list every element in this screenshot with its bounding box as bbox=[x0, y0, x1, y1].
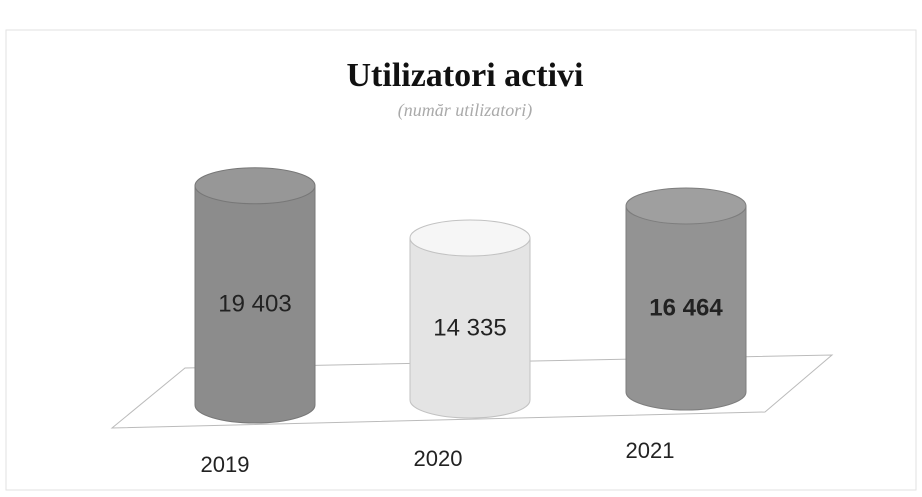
value-label: 19 403 bbox=[218, 291, 291, 318]
cylinder-top bbox=[409, 219, 531, 257]
chart-frame bbox=[5, 29, 917, 491]
cylinder-body bbox=[625, 205, 747, 411]
chart-title: Utilizatori activi bbox=[347, 57, 584, 94]
value-label: 14 335 bbox=[433, 314, 506, 341]
x-tick-label: 2021 bbox=[626, 438, 675, 463]
value-label: 16 464 bbox=[649, 294, 723, 321]
cylinder-top bbox=[625, 187, 747, 225]
cylinder-top bbox=[194, 167, 316, 205]
x-tick-label: 2020 bbox=[414, 446, 463, 471]
floor bbox=[110, 354, 834, 429]
x-tick-label: 2019 bbox=[201, 452, 250, 477]
cylinder-body bbox=[194, 185, 316, 424]
chart-subtitle: (număr utilizatori) bbox=[398, 100, 533, 121]
cylinder-body bbox=[409, 237, 531, 419]
